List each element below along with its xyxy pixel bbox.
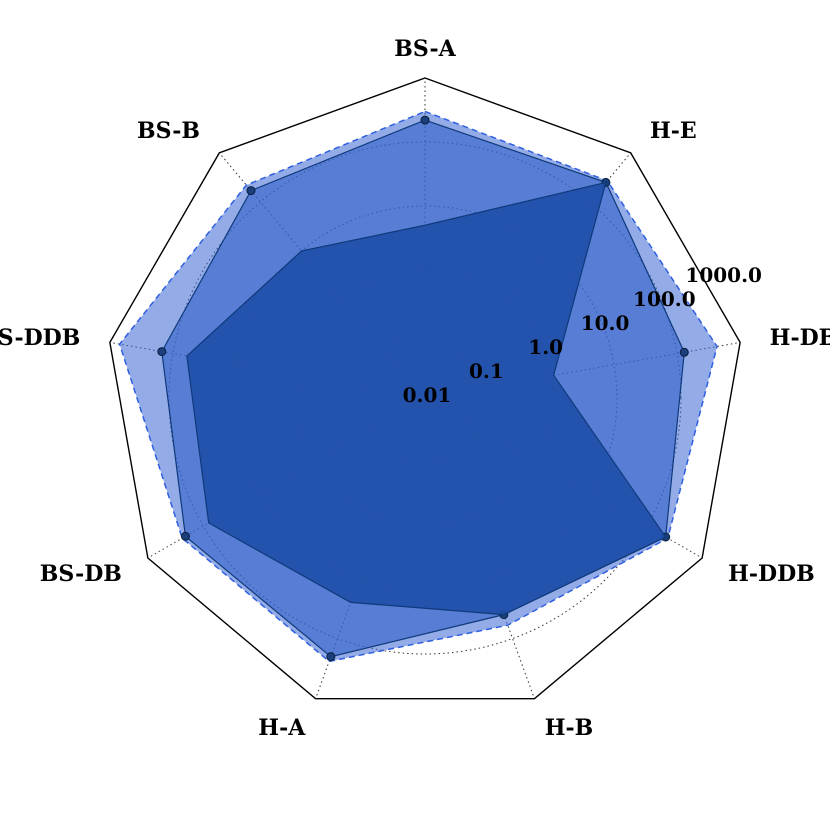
r-tick-label: 100.0 bbox=[633, 287, 696, 311]
category-label-h-e: H-E bbox=[650, 118, 697, 144]
category-label-bs-db: BS-DB bbox=[40, 561, 122, 587]
point-h-db bbox=[679, 347, 689, 357]
r-tick-label: 10.0 bbox=[581, 311, 630, 335]
point-bs-a bbox=[420, 115, 430, 125]
r-tick-label: 1.0 bbox=[528, 335, 563, 359]
r-tick-label: 1000.0 bbox=[685, 263, 762, 287]
point-h-a bbox=[326, 652, 336, 662]
point-bs-ddb bbox=[157, 347, 167, 357]
point-bs-b bbox=[246, 186, 256, 196]
point-bs-db bbox=[180, 531, 190, 541]
category-label-h-a: H-A bbox=[258, 715, 306, 741]
category-label-h-ddb: H-DDB bbox=[728, 561, 815, 587]
outer-frame bbox=[109, 77, 741, 700]
category-label-bs-a: BS-A bbox=[394, 36, 456, 62]
spoke-h-b bbox=[424, 397, 535, 699]
r-tick-label: 0.01 bbox=[403, 383, 452, 407]
series-area-1 bbox=[186, 181, 667, 616]
r-tick-label: 0.1 bbox=[469, 359, 504, 383]
category-label-bs-ddb: BS-DDB bbox=[0, 325, 80, 351]
labels: BS-A H-E H-DB H-DDB H-B H-A BS-DB BS-DDB BS-B 0.0… bbox=[0, 36, 830, 741]
category-label-h-db: H-DB bbox=[770, 325, 830, 351]
series-layer bbox=[118, 110, 718, 663]
category-label-bs-b: BS-B bbox=[137, 118, 200, 144]
category-label-h-b: H-B bbox=[545, 715, 594, 741]
